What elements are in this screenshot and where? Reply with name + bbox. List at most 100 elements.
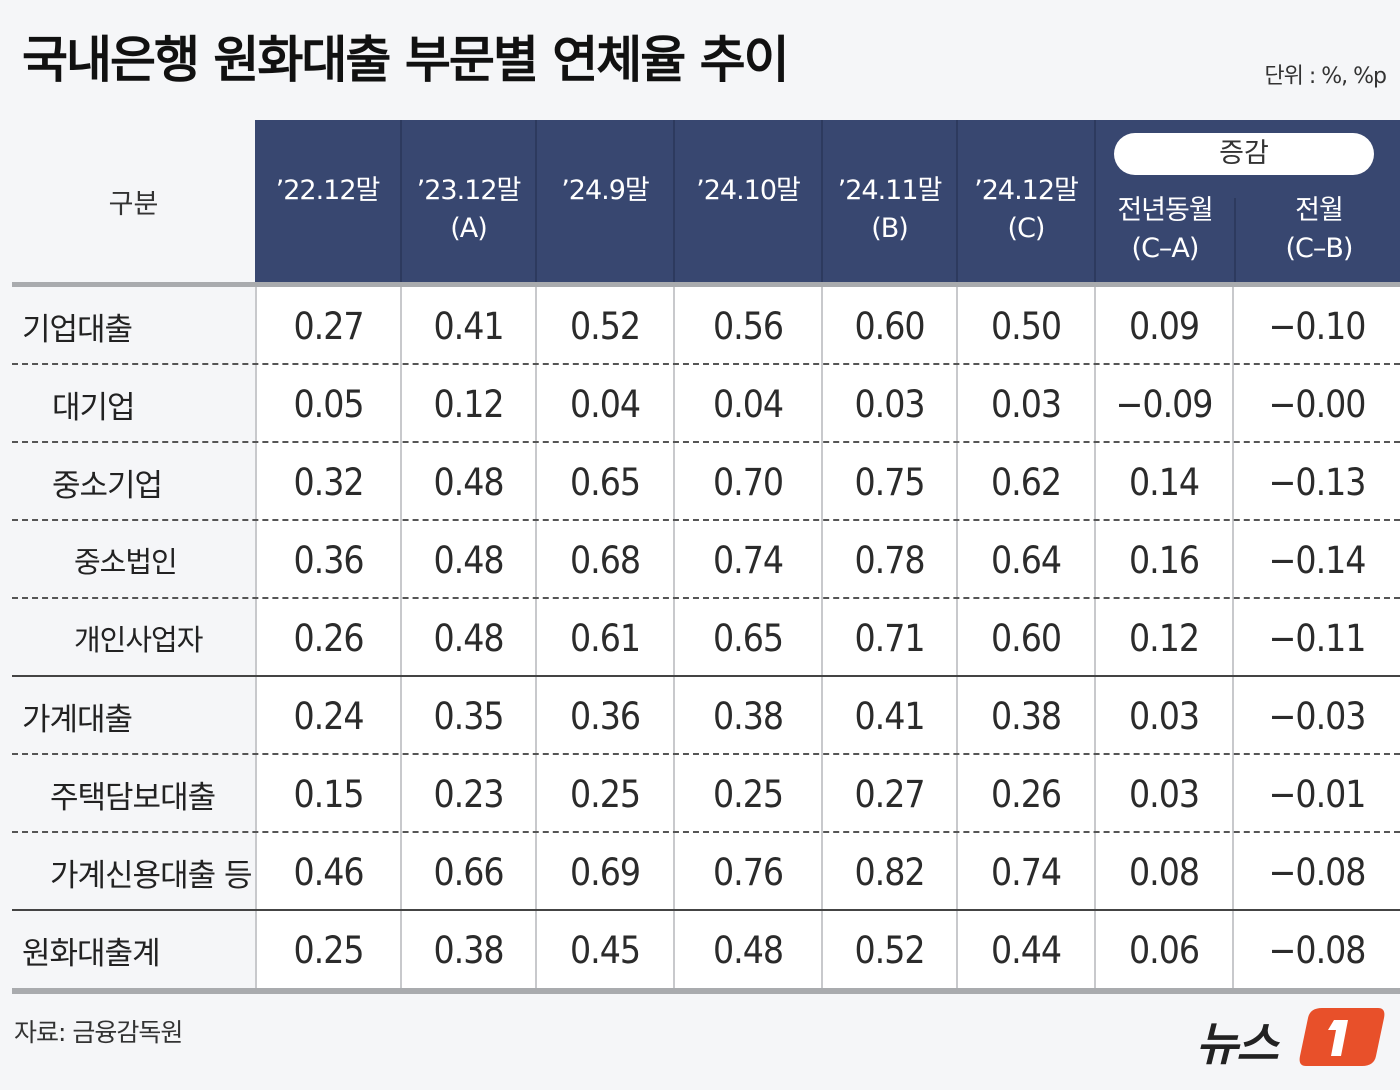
rate-cell: 0.46 (255, 833, 400, 911)
rate-cell: 0.12 (400, 365, 535, 443)
rate-cell: 0.05 (255, 365, 400, 443)
change-cell: −0.08 (1232, 833, 1400, 911)
row-label: 가계신용대출 등 (50, 857, 253, 894)
change-cell: −0.09 (1094, 365, 1232, 443)
rate-cell: 0.48 (400, 599, 535, 677)
row-label: 가계대출 (22, 701, 133, 738)
table-row: 대기업 0.05 0.12 0.04 0.04 0.03 0.03 −0.09 −0.00 (12, 365, 1400, 443)
table-row: 원화대출계 0.25 0.38 0.45 0.48 0.52 0.44 0.06 −0.08 (12, 911, 1400, 994)
rate-cell: 0.25 (673, 755, 821, 833)
rate-cell: 0.38 (400, 911, 535, 989)
rate-cell: 0.48 (400, 443, 535, 521)
column-header-tag: (C) (1007, 213, 1046, 244)
table-row: 기업대출 0.27 0.41 0.52 0.56 0.60 0.50 0.09 −0.10 (12, 287, 1400, 365)
row-label: 기업대출 (22, 311, 133, 348)
column-header-date: ’24.12말 (974, 175, 1079, 206)
rate-cell: 0.27 (255, 287, 400, 365)
row-label: 중소법인 (74, 545, 178, 579)
table-row: 중소법인 0.36 0.48 0.68 0.74 0.78 0.64 0.16 −0.14 (12, 521, 1400, 599)
rate-cell: 0.04 (673, 365, 821, 443)
row-label: 주택담보대출 (50, 779, 216, 816)
rate-cell: 0.56 (673, 287, 821, 365)
rate-cell: 0.41 (400, 287, 535, 365)
column-header-date: ’22.12말 (275, 175, 381, 206)
rate-cell: 0.64 (956, 521, 1094, 599)
rate-cell: 0.44 (956, 911, 1094, 989)
rate-cell: 0.68 (535, 521, 673, 599)
rate-cell: 0.60 (821, 287, 956, 365)
mom-change-formula: (C–B) (1285, 233, 1354, 264)
yoy-change-label: 전년동월 (1117, 195, 1213, 226)
change-cell: −0.14 (1232, 521, 1400, 599)
rate-cell: 0.66 (400, 833, 535, 911)
header-category-label: 구분 (108, 188, 159, 220)
change-cell: −0.13 (1232, 443, 1400, 521)
rate-cell: 0.69 (535, 833, 673, 911)
rate-cell: 0.23 (400, 755, 535, 833)
table-header: 구분 ’22.12말 ’23.12말 (A) ’24.9말 ’24.10말 ’2… (12, 120, 1400, 287)
row-label: 중소기업 (52, 467, 163, 504)
column-header-date: ’24.10말 (696, 175, 801, 206)
unit-label: 단위 : %, %p (1264, 64, 1387, 89)
logo-mark-icon (1299, 1008, 1385, 1066)
table-row: 가계대출 0.24 0.35 0.36 0.38 0.41 0.38 0.03 −0.03 (12, 677, 1400, 755)
rate-cell: 0.26 (255, 599, 400, 677)
rate-cell: 0.74 (673, 521, 821, 599)
rate-cell: 0.78 (821, 521, 956, 599)
change-group-header: 증감 전년동월 (C–A) 전월 (C–B) (1094, 120, 1400, 282)
rate-cell: 0.71 (821, 599, 956, 677)
rate-cell: 0.38 (673, 677, 821, 755)
delinquency-table: 구분 ’22.12말 ’23.12말 (A) ’24.9말 ’24.10말 ’2… (12, 120, 1400, 994)
table-row: 개인사업자 0.26 0.48 0.61 0.65 0.71 0.60 0.12 −0.11 (12, 599, 1400, 677)
rate-cell: 0.25 (535, 755, 673, 833)
rate-cell: 0.60 (956, 599, 1094, 677)
change-cell: 0.09 (1094, 287, 1232, 365)
column-header: ’24.10말 (673, 120, 821, 282)
column-header: ’24.11말 (B) (821, 120, 956, 282)
rate-cell: 0.76 (673, 833, 821, 911)
mom-change-header: 전월 (C–B) (1234, 195, 1400, 282)
change-cell: 0.03 (1094, 755, 1232, 833)
rate-cell: 0.25 (255, 911, 400, 989)
yoy-change-header: 전년동월 (C–A) (1096, 192, 1234, 282)
change-cell: −0.03 (1232, 677, 1400, 755)
change-cell: 0.14 (1094, 443, 1232, 521)
rate-cell: 0.03 (821, 365, 956, 443)
row-label: 원화대출계 (22, 935, 161, 972)
logo-text: 뉴스 (1196, 1017, 1279, 1071)
source-note: 자료: 금융감독원 (14, 1018, 183, 1047)
mom-change-label: 전월 (1295, 195, 1344, 226)
rate-cell: 0.27 (821, 755, 956, 833)
change-cell: −0.00 (1232, 365, 1400, 443)
column-header-date: ’23.12말 (416, 175, 522, 206)
change-cell: 0.16 (1094, 521, 1232, 599)
rate-cell: 0.52 (821, 911, 956, 989)
rate-cell: 0.52 (535, 287, 673, 365)
rate-cell: 0.82 (821, 833, 956, 911)
column-header-date: ’24.11말 (837, 175, 943, 206)
table-body: 기업대출 0.27 0.41 0.52 0.56 0.60 0.50 0.09 −0.10 대기업… (12, 287, 1400, 994)
table-row: 가계신용대출 등 0.46 0.66 0.69 0.76 0.82 0.74 0.08 −0.0… (12, 833, 1400, 911)
rate-cell: 0.48 (400, 521, 535, 599)
change-cell: 0.08 (1094, 833, 1232, 911)
row-label: 대기업 (52, 389, 136, 426)
rate-cell: 0.36 (255, 521, 400, 599)
header-columns: ’22.12말 ’23.12말 (A) ’24.9말 ’24.10말 ’24.1… (255, 120, 1400, 282)
rate-cell: 0.65 (673, 599, 821, 677)
rate-cell: 0.32 (255, 443, 400, 521)
change-cell: −0.01 (1232, 755, 1400, 833)
rate-cell: 0.50 (956, 287, 1094, 365)
rate-cell: 0.45 (535, 911, 673, 989)
rate-cell: 0.24 (255, 677, 400, 755)
rate-cell: 0.75 (821, 443, 956, 521)
rate-cell: 0.65 (535, 443, 673, 521)
rate-cell: 0.70 (673, 443, 821, 521)
column-header-tag: (B) (871, 213, 909, 244)
table-row: 중소기업 0.32 0.48 0.65 0.70 0.75 0.62 0.14 −0.13 (12, 443, 1400, 521)
column-header: ’23.12말 (A) (400, 120, 535, 282)
header-divider (12, 282, 1400, 287)
change-cell: 0.06 (1094, 911, 1232, 989)
column-header: ’22.12말 (255, 120, 400, 282)
rate-cell: 0.15 (255, 755, 400, 833)
rate-cell: 0.26 (956, 755, 1094, 833)
